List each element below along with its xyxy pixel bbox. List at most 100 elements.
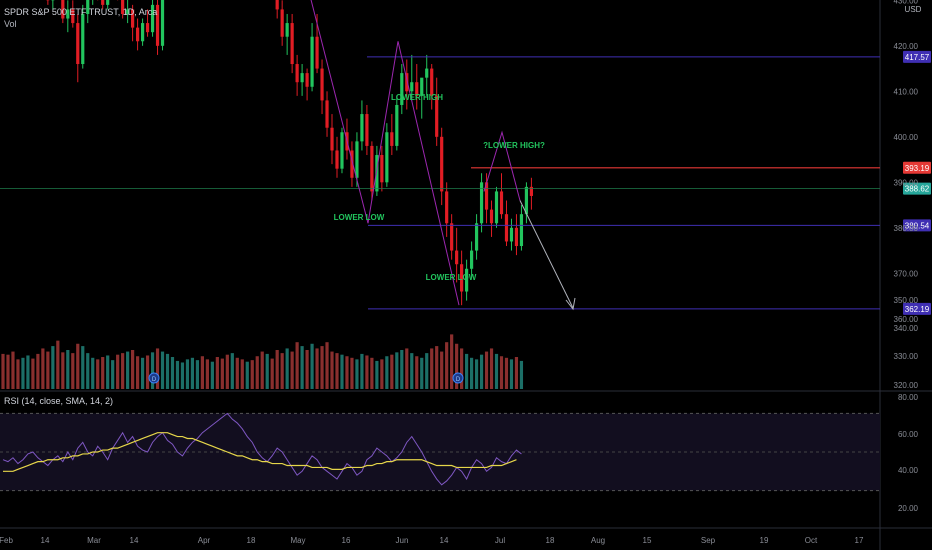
dividend-marker-label: D xyxy=(152,377,157,383)
candle-body xyxy=(155,4,160,46)
candle-body xyxy=(484,182,489,210)
volume-bar xyxy=(415,356,419,389)
volume-bar xyxy=(509,359,514,389)
volume-bar xyxy=(230,353,234,389)
volume-bar xyxy=(310,343,314,389)
volume-bar xyxy=(325,342,329,389)
zigzag-line[interactable] xyxy=(310,0,460,306)
candle-body xyxy=(160,0,165,46)
volume-bar xyxy=(56,340,60,389)
volume-bar xyxy=(121,353,125,389)
candle-body xyxy=(61,0,65,19)
volume-bar xyxy=(460,348,464,389)
volume-bar xyxy=(26,355,30,389)
candle-body xyxy=(385,132,389,183)
candle-body xyxy=(489,209,494,224)
volume-bar xyxy=(41,348,45,389)
volume-bar xyxy=(440,351,444,389)
price-label-box xyxy=(903,219,931,232)
time-tick: 14 xyxy=(440,536,449,545)
candle-body xyxy=(335,150,339,169)
candle-body xyxy=(519,214,524,247)
price-label: 417.57 xyxy=(905,53,930,62)
volume-bar xyxy=(145,355,150,389)
candle-body xyxy=(305,73,309,87)
price-tick: 340.00 xyxy=(894,324,919,333)
candle-body xyxy=(375,155,379,192)
volume-bar xyxy=(494,353,499,389)
candle-body xyxy=(140,23,145,42)
time-tick: 14 xyxy=(130,536,139,545)
volume-bar xyxy=(66,350,70,389)
candle-body xyxy=(330,127,334,151)
volume-bar xyxy=(126,351,130,389)
volume-bar xyxy=(131,350,135,389)
volume-bar xyxy=(111,360,115,389)
volume-bar xyxy=(140,357,145,389)
volume-bar xyxy=(400,350,404,389)
candle-body xyxy=(435,95,439,137)
candle-body xyxy=(425,68,429,78)
volume-bar xyxy=(71,353,75,389)
volume-bar xyxy=(1,353,5,389)
volume-bar xyxy=(150,352,155,389)
volume-bar xyxy=(265,353,269,389)
candle-body xyxy=(380,155,384,183)
volume-bar xyxy=(260,351,264,389)
volume-bar xyxy=(375,360,379,389)
candle-body xyxy=(400,73,404,105)
time-tick: Feb xyxy=(0,536,13,545)
rsi-tick: 80.00 xyxy=(898,393,919,402)
volume-bar xyxy=(76,343,80,389)
candle-body xyxy=(150,4,155,33)
currency-label: USD xyxy=(905,5,922,14)
candle-body xyxy=(360,114,364,142)
horizontal-levels: 417.57 393.19 388.62 380.54 362.19 xyxy=(0,50,931,315)
volume-bar xyxy=(370,357,374,389)
candle-body xyxy=(529,186,534,196)
volume-bar xyxy=(220,358,224,389)
volume-label: Vol xyxy=(4,19,17,29)
candle-body xyxy=(524,186,529,215)
rsi-sma-line[interactable] xyxy=(3,432,517,472)
candle-body xyxy=(280,9,284,37)
price-tick: 320.00 xyxy=(894,381,919,390)
candle-body xyxy=(415,82,419,96)
volume-bar xyxy=(275,350,279,389)
volume-bar xyxy=(285,348,289,389)
volume-bar xyxy=(295,342,299,389)
candle-body xyxy=(300,73,304,83)
volume-bar xyxy=(465,353,469,389)
volume-bar xyxy=(360,353,364,389)
dividend-marker-icon[interactable] xyxy=(452,372,464,384)
candle-body xyxy=(71,9,75,24)
volume-bar xyxy=(16,359,20,389)
candle-body xyxy=(494,191,499,224)
time-tick: 14 xyxy=(41,536,50,545)
candle-body xyxy=(395,104,399,146)
price-tick: 380.00 xyxy=(894,224,919,233)
volume-bar xyxy=(101,357,105,389)
candle-body xyxy=(340,132,344,169)
volume-bar xyxy=(270,358,274,389)
annotation-label: ?LOWER HIGH? xyxy=(483,141,545,150)
volume-bar xyxy=(425,353,429,389)
volume-bar xyxy=(165,353,170,389)
time-tick: 18 xyxy=(247,536,256,545)
volume-bar xyxy=(395,352,399,389)
dividend-marker-icon[interactable] xyxy=(148,372,160,384)
projected-high-line[interactable] xyxy=(483,130,521,201)
volume-bar xyxy=(180,362,185,389)
volume-bar xyxy=(21,357,25,389)
time-tick: 16 xyxy=(342,536,351,545)
volume-bar xyxy=(250,360,254,389)
candles xyxy=(46,0,534,306)
candle-body xyxy=(474,223,479,251)
price-label: 388.62 xyxy=(905,185,930,194)
annotation-label: LOWER HIGH xyxy=(391,93,443,102)
price-label-box xyxy=(903,302,931,315)
dividend-marker-label: D xyxy=(456,377,461,383)
projection-arrow-line[interactable] xyxy=(519,200,574,309)
time-tick: Oct xyxy=(805,536,818,545)
